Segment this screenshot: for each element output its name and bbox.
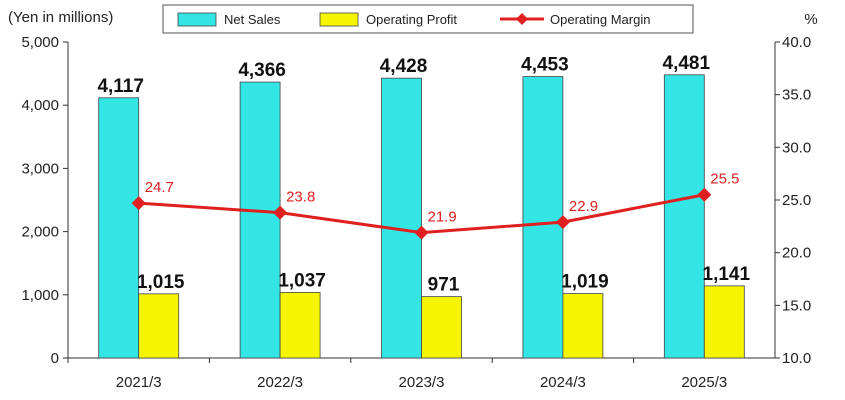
operating-margin-marker <box>697 187 712 202</box>
x-tick-label: 2022/3 <box>257 374 303 391</box>
net-sales-bar <box>239 81 281 359</box>
legend-label-operating-profit: Operating Profit <box>366 12 457 27</box>
legend-label-net-sales: Net Sales <box>224 12 281 27</box>
y-axis-title-right: % <box>804 11 817 28</box>
operating-margin-data-label: 22.9 <box>569 198 598 215</box>
margin-line-group <box>131 187 712 240</box>
y-axis-title-left: (Yen in millions) <box>8 9 113 26</box>
net-sales-data-label: 4,453 <box>521 55 569 76</box>
operating-margin-marker <box>131 196 146 211</box>
operating-margin-data-label: 23.8 <box>286 189 315 206</box>
y-tick-label-right: 30.0 <box>782 139 811 156</box>
y-tick-label-left: 2,000 <box>21 224 59 241</box>
y-tick-label-left: 5,000 <box>21 34 59 51</box>
x-tick-label: 2025/3 <box>681 374 727 391</box>
operating-profit-bar <box>421 296 462 359</box>
net-sales-bar <box>381 77 422 359</box>
legend-box <box>162 4 694 34</box>
x-tick-label: 2021/3 <box>116 374 162 391</box>
net-sales-data-label: 4,428 <box>380 56 428 77</box>
legend-swatch-net-sales <box>177 12 217 27</box>
operating-margin-marker <box>414 225 429 240</box>
legend-swatch-operating-profit <box>319 12 359 27</box>
net-sales-bar <box>663 74 705 359</box>
operating-profit-data-label: 1,141 <box>703 264 751 285</box>
net-sales-bar <box>522 76 564 359</box>
y-tick-label-right: 35.0 <box>782 87 811 104</box>
y-tick-label-left: 3,000 <box>21 160 59 177</box>
operating-margin-data-label: 21.9 <box>428 209 457 226</box>
operating-profit-data-label: 1,037 <box>278 270 326 291</box>
operating-margin-marker <box>555 215 570 230</box>
y-tick-label-right: 40.0 <box>782 34 811 51</box>
operating-profit-bar <box>279 292 321 359</box>
net-sales-data-label: 4,366 <box>238 60 286 81</box>
legend: Net Sales Operating Profit Operating Margi… <box>162 4 694 34</box>
axes: 0 1,000 2,000 3,000 4,000 5,000 10.0 15.0 20.0 25… <box>8 9 818 391</box>
operating-margin-data-label: 25.5 <box>710 171 739 188</box>
y-tick-label-left: 0 <box>51 350 59 367</box>
x-tick-label: 2024/3 <box>540 374 586 391</box>
operating-margin-data-label: 24.7 <box>145 179 174 196</box>
data-labels: 4,117 1,015 4,366 1,037 4,428 971 4,453 1,019 4,… <box>97 53 750 296</box>
x-tick-label: 2023/3 <box>399 374 445 391</box>
y-tick-label-right: 10.0 <box>782 350 811 367</box>
legend-label-operating-margin: Operating Margin <box>550 12 650 27</box>
y-tick-label-right: 20.0 <box>782 245 811 262</box>
y-tick-label-left: 4,000 <box>21 97 59 114</box>
net-sales-data-label: 4,481 <box>663 53 711 74</box>
operating-margin-marker <box>273 205 288 220</box>
bars <box>98 74 745 359</box>
legend-marker-operating-margin <box>516 13 528 25</box>
operating-profit-data-label: 971 <box>428 275 460 296</box>
operating-profit-bar <box>138 293 180 359</box>
y-tick-label-right: 15.0 <box>782 297 811 314</box>
operating-profit-data-label: 1,019 <box>561 272 609 293</box>
operating-profit-bar <box>703 285 745 359</box>
operating-profit-data-label: 1,015 <box>137 272 185 293</box>
y-tick-label-left: 1,000 <box>21 287 59 304</box>
net-sales-data-label: 4,117 <box>97 76 144 97</box>
net-sales-bar <box>98 97 140 359</box>
operating-profit-bar <box>562 293 604 359</box>
y-tick-label-right: 25.0 <box>782 192 811 209</box>
